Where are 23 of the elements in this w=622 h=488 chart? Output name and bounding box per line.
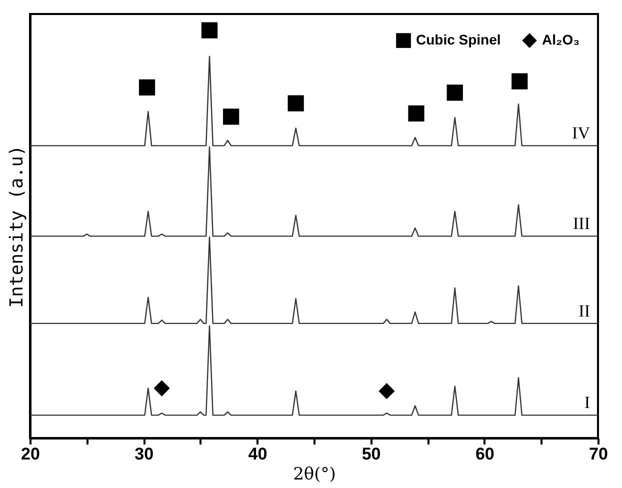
point — [154, 380, 170, 396]
point — [138, 79, 156, 96]
series-label: III — [573, 214, 590, 234]
x-tick-label: 40 — [248, 444, 268, 464]
x-tick-label: 50 — [362, 444, 381, 464]
point — [201, 22, 218, 38]
point — [512, 73, 528, 90]
point — [408, 105, 424, 122]
series-label: II — [578, 301, 590, 320]
x-tick-label: 20 — [21, 444, 40, 464]
legend-label: Cubic Spinel — [416, 32, 501, 48]
series-label: I — [584, 393, 590, 412]
point — [288, 95, 304, 112]
x-tick-label: 70 — [589, 444, 608, 464]
point — [223, 108, 240, 125]
point — [378, 383, 395, 400]
point — [446, 84, 463, 101]
y-axis-title: Intensity (a.u) — [6, 145, 28, 308]
legend-label: Al₂O₃ — [542, 32, 580, 48]
series-label: IV — [572, 124, 591, 143]
x-axis-title: 2θ(°) — [293, 464, 336, 484]
x-tick-label: 60 — [475, 444, 494, 464]
x-tick-label: 30 — [134, 444, 154, 464]
